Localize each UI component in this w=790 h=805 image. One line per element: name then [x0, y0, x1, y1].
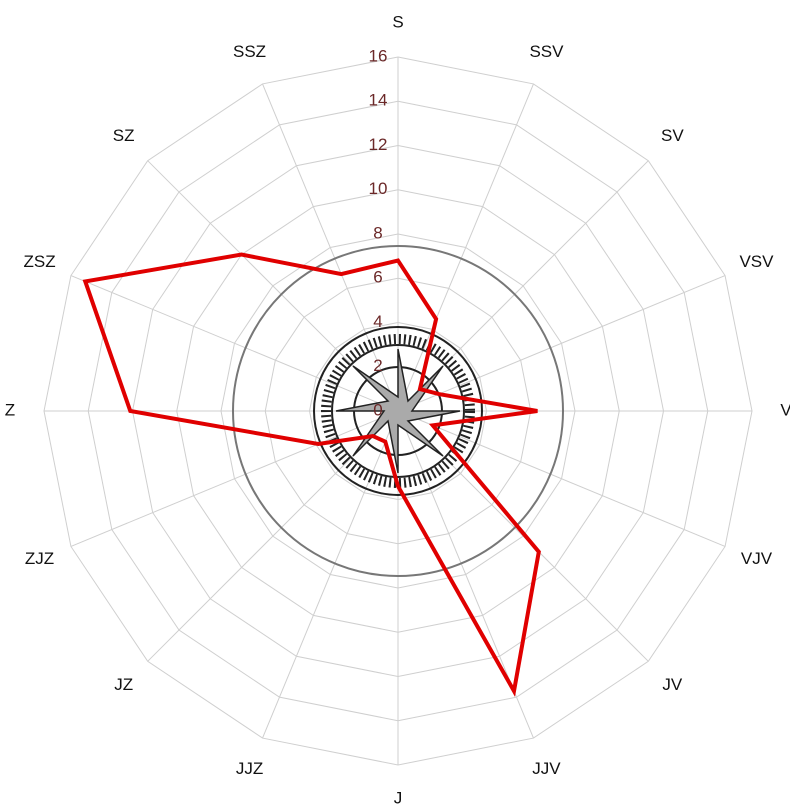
direction-label: SZ — [113, 126, 135, 145]
r-tick-label: 2 — [373, 356, 382, 375]
labels: 0 2 4 6 8 10 12 14 16S SSV SV VSV V VJV JV JJV J JJZ JZ ZJZ… — [5, 12, 790, 805]
direction-label: V — [780, 400, 790, 419]
direction-label: JJV — [532, 759, 561, 778]
reference-circle — [232, 245, 564, 577]
spoke — [70, 275, 399, 412]
r-tick-label: 10 — [369, 179, 388, 198]
direction-label: JZ — [114, 675, 133, 694]
r-tick-label: 14 — [369, 91, 388, 110]
direction-label: SSZ — [233, 42, 266, 61]
spoke — [397, 410, 726, 547]
spoke — [262, 83, 399, 412]
compass-ring — [331, 344, 465, 478]
direction-label: SV — [661, 126, 684, 145]
spoke — [262, 410, 399, 739]
compass-hatch — [321, 334, 475, 488]
direction-label: VSV — [739, 252, 774, 271]
spoke — [70, 410, 399, 547]
spoke — [397, 275, 726, 412]
direction-label: Z — [5, 400, 15, 419]
direction-label: JV — [662, 675, 683, 694]
r-tick-label: 6 — [373, 268, 382, 287]
compass-star — [335, 348, 461, 474]
r-tick-label: 12 — [369, 135, 388, 154]
direction-label: S — [392, 12, 403, 31]
direction-label: ZJZ — [25, 549, 54, 568]
series-line — [82, 252, 541, 697]
direction-label: J — [394, 788, 403, 805]
direction-label: JJZ — [236, 759, 263, 778]
spoke — [397, 83, 534, 412]
r-tick-label: 8 — [373, 223, 382, 242]
direction-label: SSV — [529, 42, 564, 61]
direction-label: ZSZ — [23, 252, 55, 271]
compass-ring — [313, 326, 483, 496]
r-tick-label: 0 — [373, 400, 382, 419]
r-tick-label: 4 — [373, 312, 382, 331]
compass-rose — [232, 245, 564, 577]
r-tick-label: 16 — [369, 46, 388, 65]
direction-label: VJV — [741, 549, 773, 568]
